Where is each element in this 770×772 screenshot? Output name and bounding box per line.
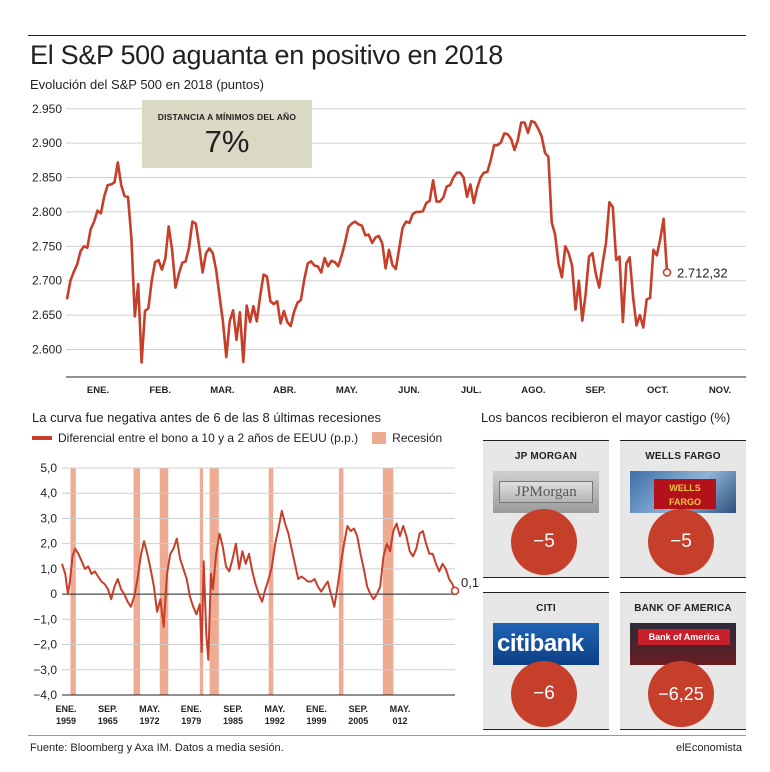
y-tick-label: 2.900 <box>32 136 62 150</box>
bofa-sign: Bank of America <box>638 629 730 645</box>
recession-band <box>159 468 169 695</box>
x-tick-label: MAY. <box>336 385 358 396</box>
x-tick-label: ABR. <box>273 385 296 396</box>
last-value-label: 2.712,32 <box>677 265 728 280</box>
page-title: El S&P 500 aguanta en positivo en 2018 <box>30 40 503 70</box>
citi-photo: citibank <box>493 623 599 665</box>
y-tick-label: 1,0 <box>40 562 57 576</box>
legend-band-label: Recesión <box>392 431 443 445</box>
legend-band-swatch <box>372 432 387 444</box>
x-tick-label: OCT. <box>647 385 669 396</box>
footer-rule <box>28 735 746 736</box>
x-tick-label: ENE. <box>87 385 109 396</box>
bank-value-circle: −6,25 <box>648 661 714 727</box>
x-tick-year: 1959 <box>56 716 76 726</box>
bank-name: JP MORGAN <box>514 451 578 462</box>
y-tick-label: 2.750 <box>32 239 62 253</box>
bank-value-circle: −5 <box>511 509 577 575</box>
y-tick-label: 2,0 <box>40 537 57 551</box>
recession-band <box>199 468 204 695</box>
top-rule <box>28 35 746 36</box>
y-tick-label: −4,0 <box>33 688 57 702</box>
brand-label: elEconomista <box>675 742 742 754</box>
yield-last-label: 0,13 <box>461 575 480 590</box>
x-tick-label: SEP. <box>585 385 605 396</box>
y-tick-label: −2,0 <box>33 638 57 652</box>
yield-chart: 5,0 4,0 3,0 2,0 1,0 0 −1,0 −2,0 −3,0 −4,0 ENE. 195… <box>33 461 480 726</box>
legend-line-label: Diferencial entre el bono a 10 y a 2 año… <box>58 431 359 445</box>
bank-value-circle: −5 <box>648 509 714 575</box>
x-tick-label: NOV. <box>709 385 731 396</box>
y-tick-label: 2.850 <box>32 171 62 185</box>
wellsfargo-sign: WELLS FARGO <box>654 479 716 509</box>
x-tick-label: AGO. <box>521 385 545 396</box>
bofa-photo: Bank of America <box>630 623 736 665</box>
x-tick-label: MAY. <box>390 704 411 714</box>
callout-label: DISTANCIA A MÍNIMOS DEL AÑO <box>157 112 297 122</box>
x-tick-year: 2005 <box>348 716 368 726</box>
recession-band <box>268 468 274 695</box>
sp500-chart: 2.950 2.900 2.850 2.800 2.750 2.700 2.650 2.600… <box>32 102 746 396</box>
x-tick-label: SEP. <box>223 704 242 714</box>
source-note: Fuente: Bloomberg y Axa IM. Datos a medi… <box>30 742 284 754</box>
yield-legend: Diferencial entre el bono a 10 y a 2 año… <box>32 431 442 445</box>
x-tick-year: 1999 <box>306 716 326 726</box>
bank-card-citi: CITI citibank −6 <box>483 592 609 730</box>
x-tick-label: MAR. <box>210 385 234 396</box>
y-tick-label: 4,0 <box>40 486 57 500</box>
y-tick-label: 2.700 <box>32 274 62 288</box>
x-tick-year: 1972 <box>139 716 159 726</box>
legend-line-swatch <box>32 436 52 440</box>
bank-card-bofa: BANK OF AMERICA Bank of America −6,25 <box>620 592 746 730</box>
callout-value: 7% <box>204 124 250 159</box>
recession-band <box>382 468 394 695</box>
citi-sign: citibank <box>497 630 584 657</box>
banks-title: Los bancos recibieron el mayor castigo (… <box>481 410 731 425</box>
recession-band <box>338 468 344 695</box>
chart-subtitle: Evolución del S&P 500 en 2018 (puntos) <box>30 77 264 92</box>
x-tick-year: 1992 <box>265 716 285 726</box>
x-tick-label: SEP. <box>98 704 117 714</box>
x-tick-label: ENE. <box>306 704 327 714</box>
x-tick-label: ENE. <box>181 704 202 714</box>
bank-name: CITI <box>536 603 556 614</box>
x-tick-label: ENE. <box>55 704 76 714</box>
y-tick-label: −3,0 <box>33 663 57 677</box>
wellsfargo-photo: WELLS FARGO <box>630 471 736 513</box>
y-tick-label: −1,0 <box>33 612 57 626</box>
y-tick-label: 3,0 <box>40 511 57 525</box>
yield-spread-line <box>61 509 456 661</box>
x-tick-year: 1979 <box>181 716 201 726</box>
bank-card-jpmorgan: JP MORGAN JPMorgan −5 <box>483 440 609 578</box>
x-tick-year: 012 <box>392 716 407 726</box>
y-tick-label: 0 <box>50 587 57 601</box>
x-tick-label: JUL. <box>461 385 482 396</box>
bank-card-wellsfargo: WELLS FARGO WELLS FARGO −5 <box>620 440 746 578</box>
x-tick-label: SEP. <box>349 704 368 714</box>
bank-name: WELLS FARGO <box>645 451 721 462</box>
x-tick-label: FEB. <box>149 385 171 396</box>
y-tick-label: 2.650 <box>32 308 62 322</box>
y-tick-label: 5,0 <box>40 461 57 475</box>
x-tick-label: JUN. <box>398 385 420 396</box>
last-point-marker <box>662 268 672 277</box>
recession-band <box>70 468 76 695</box>
callout-box: DISTANCIA A MÍNIMOS DEL AÑO 7% <box>142 100 312 168</box>
jpmorgan-sign: JPMorgan <box>499 481 593 503</box>
x-tick-label: MAY. <box>139 704 160 714</box>
x-tick-year: 1985 <box>223 716 243 726</box>
yield-last-marker <box>450 586 460 596</box>
x-tick-year: 1965 <box>98 716 118 726</box>
x-tick-label: MAY. <box>264 704 285 714</box>
y-tick-label: 2.950 <box>32 102 62 116</box>
y-tick-label: 2.800 <box>32 205 62 219</box>
bank-name: BANK OF AMERICA <box>634 603 732 614</box>
sp500-series-line <box>65 119 669 364</box>
yield-title: La curva fue negativa antes de 6 de las … <box>32 410 382 425</box>
bank-value-circle: −6 <box>511 661 577 727</box>
jpmorgan-photo: JPMorgan <box>493 471 599 513</box>
y-tick-label: 2.600 <box>32 342 62 356</box>
